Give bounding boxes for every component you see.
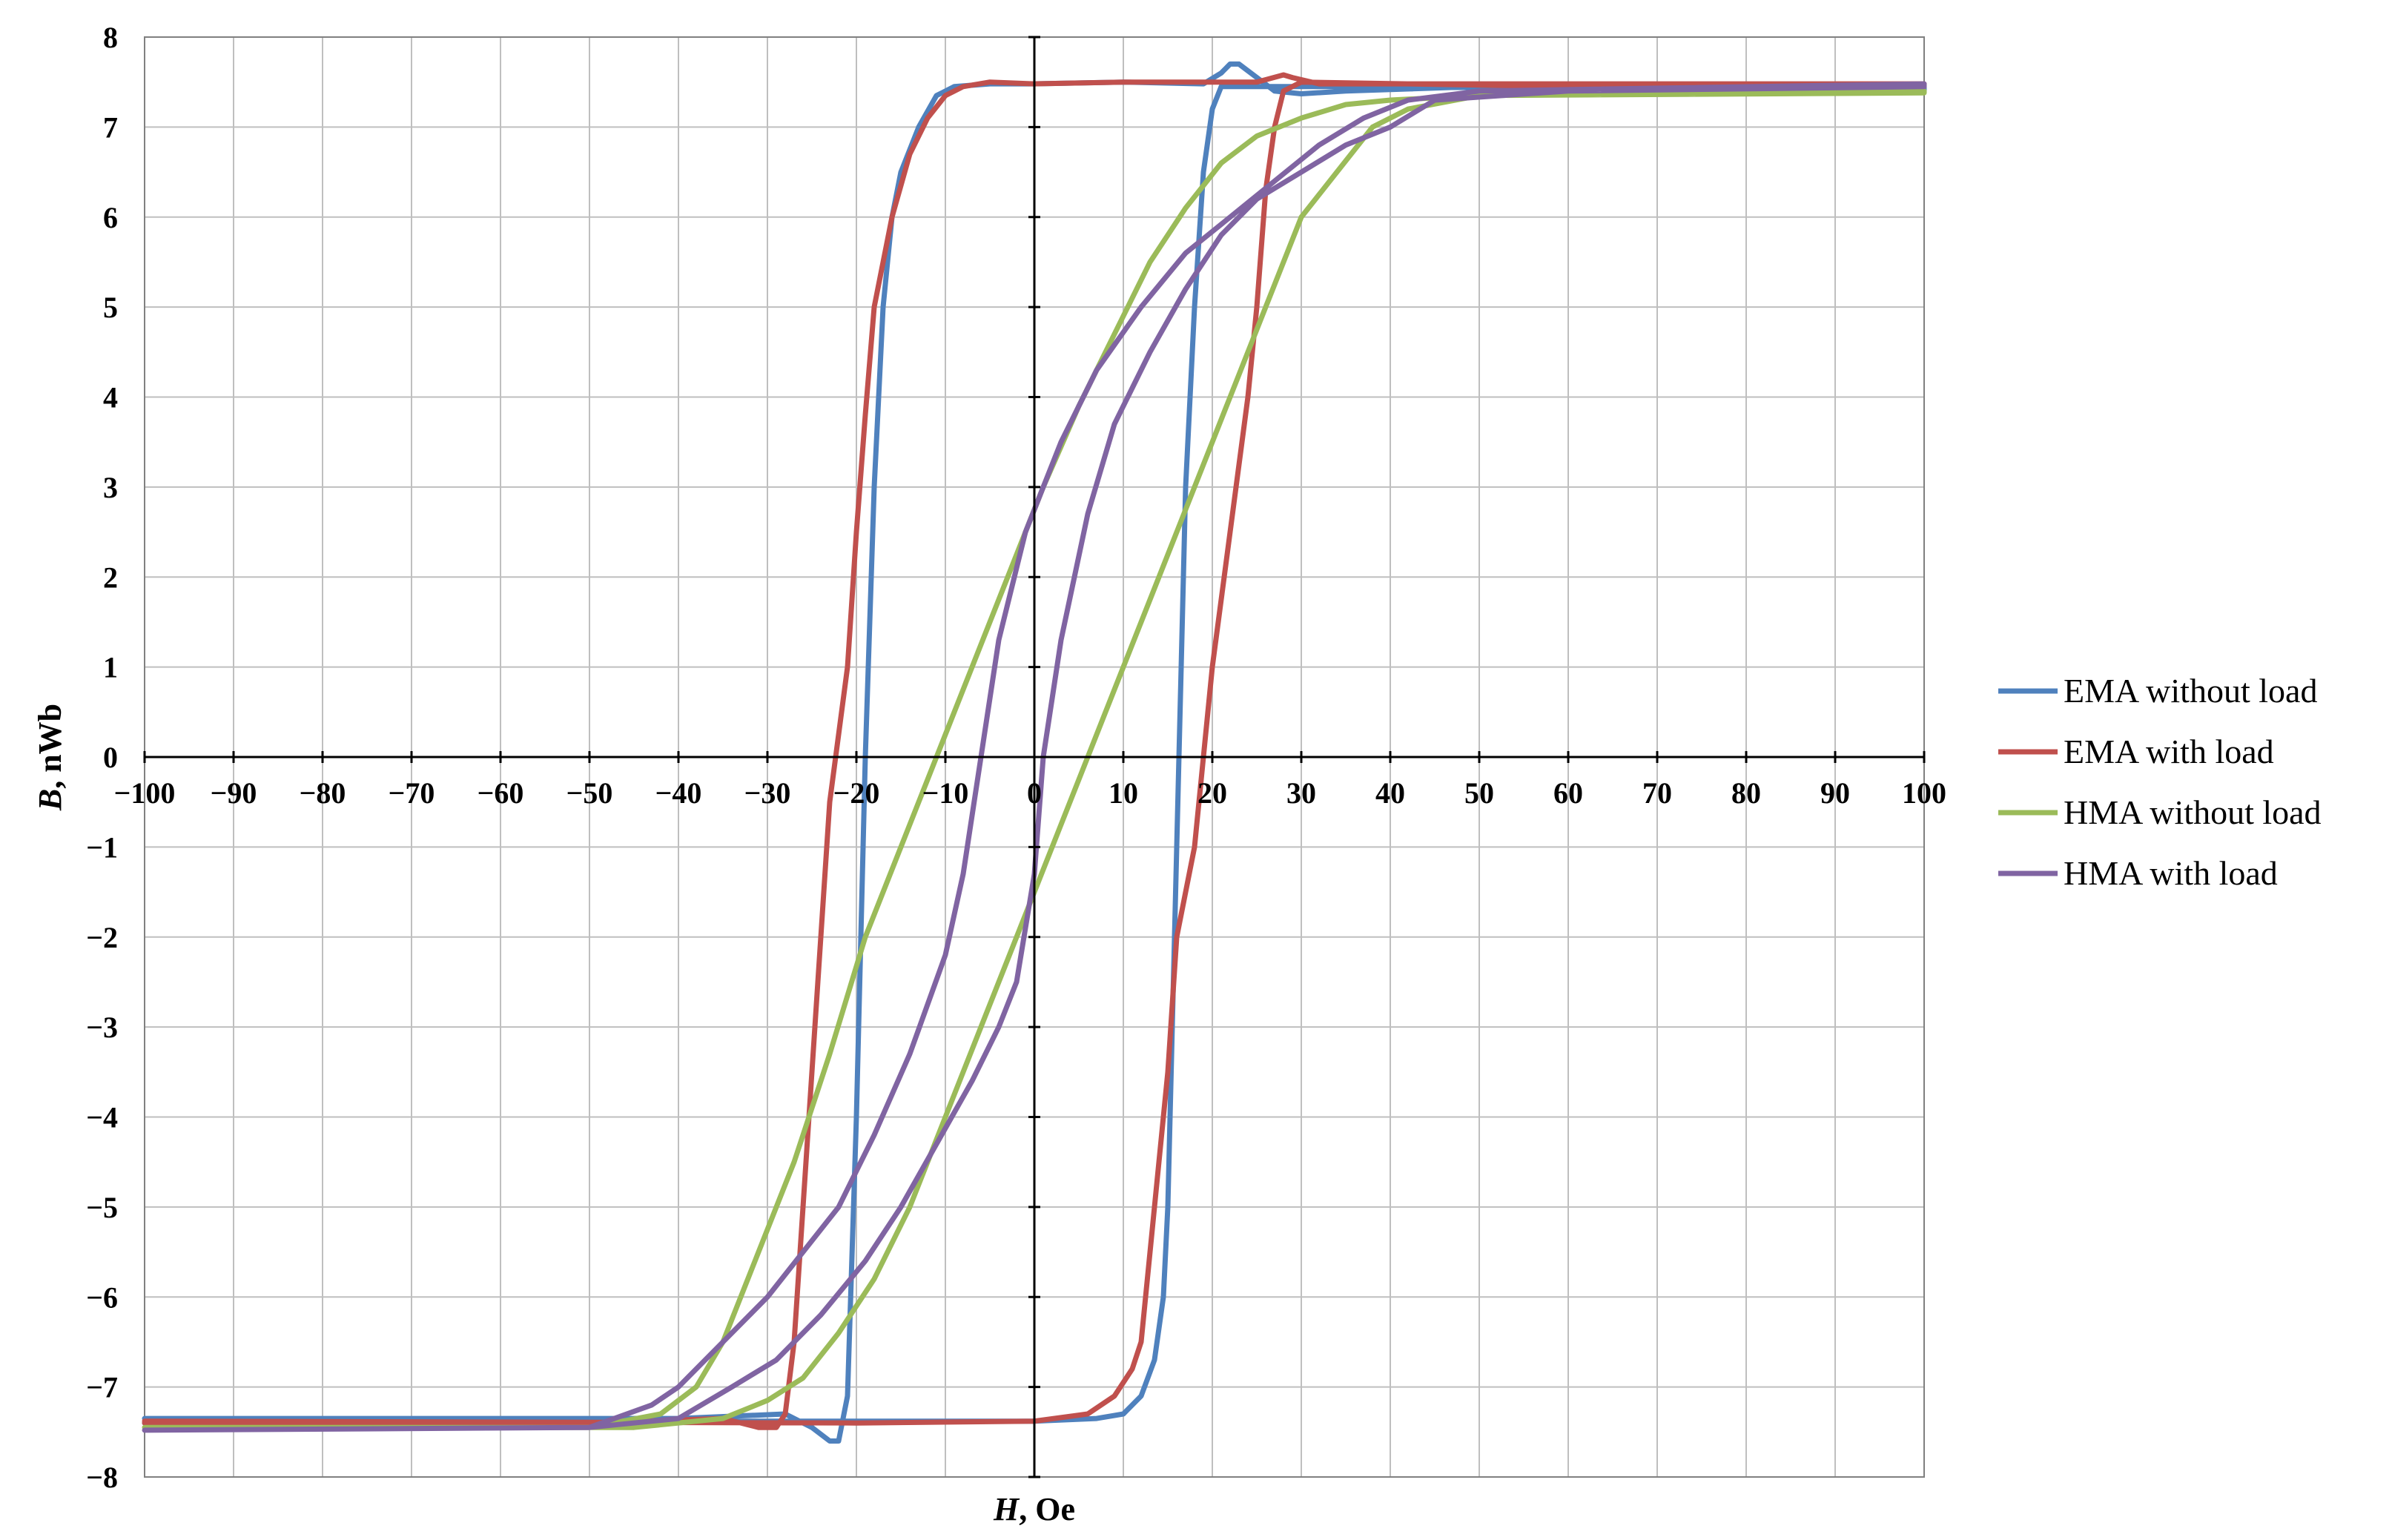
y-axis-title: B, nWb: [32, 704, 68, 811]
y-axis-unit: , nWb: [32, 704, 68, 789]
y-tick-label: −7: [86, 1371, 118, 1404]
y-tick-label: 2: [103, 561, 118, 594]
x-tick-label: −20: [833, 776, 880, 810]
series-group: [142, 61, 1927, 1444]
x-tick-label: −100: [114, 776, 176, 810]
y-tick-label: 8: [103, 21, 118, 54]
x-tick-label: −50: [566, 776, 613, 810]
legend: EMA without load EMA with load HMA witho…: [1998, 672, 2322, 892]
y-tick-label: 0: [103, 741, 118, 774]
y-tick-label: 5: [103, 291, 118, 324]
y-axis-variable: B: [32, 789, 68, 811]
series-line: [142, 72, 1927, 1430]
x-tick-label: 60: [1553, 776, 1583, 810]
y-tick-label: 1: [103, 651, 118, 684]
x-tick-label: −30: [744, 776, 791, 810]
y-tick-label: −4: [86, 1101, 118, 1134]
y-tick-label: 6: [103, 201, 118, 234]
legend-item: EMA with load: [1998, 733, 2274, 770]
x-tick-label: −90: [211, 776, 257, 810]
y-tick-label: −2: [86, 921, 118, 954]
x-tick-label: 90: [1820, 776, 1850, 810]
x-tick-label: 70: [1642, 776, 1672, 810]
legend-label: HMA with load: [2064, 854, 2278, 892]
x-tick-label: −80: [300, 776, 346, 810]
legend-label: EMA without load: [2064, 672, 2317, 710]
y-tick-label: −1: [86, 830, 118, 864]
x-tick-label: 20: [1197, 776, 1227, 810]
x-tick-label: −60: [478, 776, 524, 810]
x-tick-label: 100: [1902, 776, 1946, 810]
y-tick-label: −8: [86, 1461, 118, 1494]
x-axis-title: H, Oe: [993, 1491, 1075, 1527]
x-tick-label: 30: [1286, 776, 1316, 810]
series-line: [142, 88, 1927, 1430]
y-tick-label: −5: [86, 1191, 118, 1224]
x-tick-label: 40: [1375, 776, 1405, 810]
legend-item: HMA with load: [1998, 854, 2278, 892]
y-tick-label: 7: [103, 110, 118, 144]
x-axis-unit: , Oe: [1019, 1491, 1075, 1527]
legend-label: HMA without load: [2064, 793, 2322, 831]
y-tick-label: 3: [103, 471, 118, 504]
x-tick-label: −10: [922, 776, 969, 810]
axes: [143, 36, 1926, 1478]
x-tick-label: 0: [1027, 776, 1042, 810]
tick-labels: −100 −90 −80 −70 −60 −50 −40 −30 −20 −10 0 10 20 30 40…: [86, 21, 1946, 1494]
series-line: [142, 81, 1927, 1433]
x-tick-label: 50: [1464, 776, 1494, 810]
x-tick-label: −70: [389, 776, 435, 810]
legend-item: EMA without load: [1998, 672, 2317, 710]
y-tick-label: 4: [103, 381, 118, 414]
x-tick-label: 10: [1109, 776, 1138, 810]
legend-item: HMA without load: [1998, 793, 2322, 831]
x-axis-variable: H: [993, 1491, 1020, 1527]
series-line: [142, 61, 1927, 1444]
x-tick-label: −40: [655, 776, 702, 810]
y-tick-label: −3: [86, 1011, 118, 1044]
legend-label: EMA with load: [2064, 733, 2274, 770]
y-tick-label: −6: [86, 1280, 118, 1314]
x-tick-label: 80: [1731, 776, 1761, 810]
